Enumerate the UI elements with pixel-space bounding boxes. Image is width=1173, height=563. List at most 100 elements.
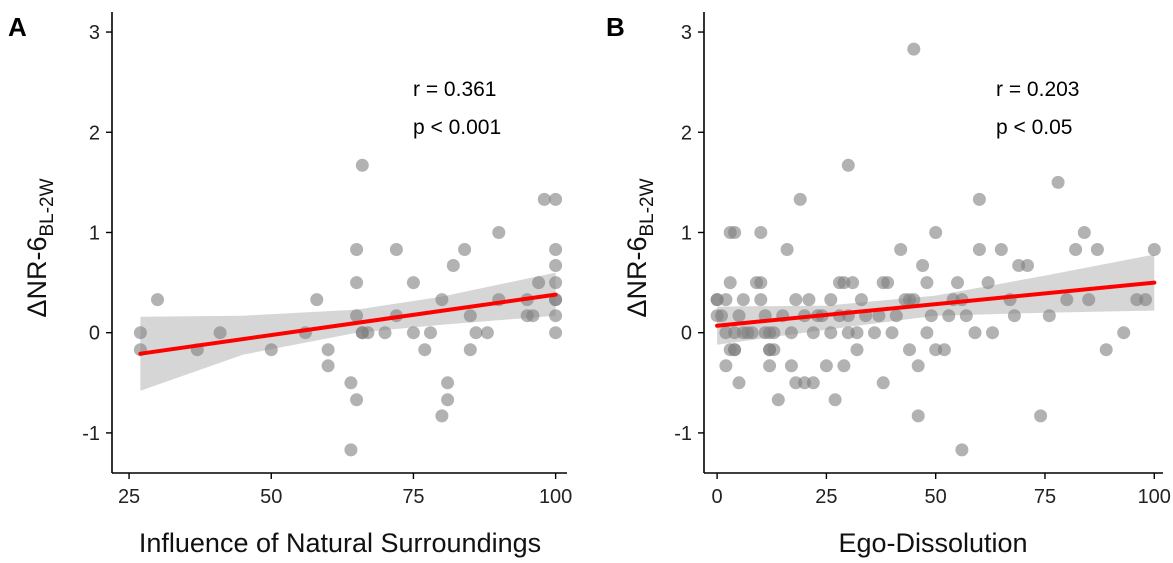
panel-b-point-49 xyxy=(824,293,838,307)
panel-a-point-26 xyxy=(424,326,437,340)
panel-b-point-93 xyxy=(972,243,986,256)
panel-b-point-100 xyxy=(1021,259,1034,272)
panel-a-point-34 xyxy=(463,309,477,323)
panel-a-point-13 xyxy=(350,243,364,256)
panel-b-point-75 xyxy=(907,42,921,56)
panel-b-point-58 xyxy=(846,276,860,290)
panel-a-point-10 xyxy=(344,376,358,390)
panel-b-confidence-band-group xyxy=(717,254,1155,345)
panel-b-point-113 xyxy=(1147,243,1161,256)
panel-b-point-108 xyxy=(1090,243,1104,256)
panel-a-fit-group xyxy=(138,292,558,356)
panel-b-point-77 xyxy=(911,409,925,423)
panel-a-point-2 xyxy=(151,293,164,307)
panel-b-x-tick-label-0: 0 xyxy=(712,486,723,508)
panel-b-point-96 xyxy=(994,243,1008,256)
panel-b-point-57 xyxy=(841,158,855,172)
panel-b-fit-group xyxy=(715,280,1157,328)
panel-b-point-112 xyxy=(1139,293,1152,307)
panel-a-point-31 xyxy=(446,259,460,272)
panel-a-x-axis-title: Influence of Natural Surroundings xyxy=(139,528,541,558)
panel-b-point-94 xyxy=(981,276,995,290)
panel-a-y-tick-label-3: 2 xyxy=(89,122,100,144)
panel-a-x-tick-label-2: 75 xyxy=(402,486,424,508)
panel-a-y-tick-label-0: -1 xyxy=(82,423,100,445)
panel-a-point-22 xyxy=(389,243,403,256)
panel-a-point-9 xyxy=(321,359,335,373)
panel-b-point-44 xyxy=(806,326,820,340)
panel-b-point-5 xyxy=(719,359,733,373)
panel-b-point-61 xyxy=(854,293,868,307)
panel-b-point-72 xyxy=(903,343,916,357)
panel-b-point-50 xyxy=(828,393,842,407)
panel-b-point-23 xyxy=(754,293,768,307)
panel-b-fit-line xyxy=(715,280,1157,328)
panel-a-point-30 xyxy=(441,393,455,407)
panel-b-point-3 xyxy=(715,309,728,323)
panel-b-point-95 xyxy=(986,326,999,340)
panel-b-point-48 xyxy=(824,326,838,340)
panel-a-y-axis-title-main: ΔNR-6 xyxy=(22,237,52,318)
panel-b-point-80 xyxy=(920,276,934,290)
panel-b-x-tick-label-2: 50 xyxy=(925,486,947,508)
panel-b-y-tick-label-2: 1 xyxy=(681,222,692,244)
panel-b-point-38 xyxy=(789,293,803,307)
panel-a-point-44 xyxy=(549,192,563,206)
panel-b-point-67 xyxy=(881,276,895,290)
panel-b-point-82 xyxy=(929,226,943,239)
panel-b-point-74 xyxy=(907,293,921,307)
panel-b-point-90 xyxy=(959,309,973,323)
panel-b-y-tick-label-4: 3 xyxy=(681,22,692,44)
panel-a-y-tick-label-2: 1 xyxy=(89,222,100,244)
panel-a-y-axis-title: ΔNR-6BL-2W xyxy=(22,178,58,317)
panel-a-point-12 xyxy=(350,276,364,290)
panel-b-point-64 xyxy=(872,309,886,323)
panel-b-r-value: r = 0.203 xyxy=(996,78,1079,101)
panel-b-point-21 xyxy=(754,276,768,290)
panel-a-p-value: p < 0.001 xyxy=(413,116,501,139)
panel-b-point-92 xyxy=(972,192,986,206)
panel-b-point-63 xyxy=(868,326,881,340)
panel-b-point-54 xyxy=(837,359,851,373)
panel-a-letter: A xyxy=(8,12,27,42)
panel-b-y-tick-label-3: 2 xyxy=(681,122,692,144)
panel-a-point-11 xyxy=(344,443,358,457)
panel-b-y-tick-label-0: -1 xyxy=(674,423,692,445)
panel-a-point-14 xyxy=(350,309,364,323)
panel-a-point-35 xyxy=(469,326,483,340)
panel-b-point-59 xyxy=(850,326,864,340)
panel-b-point-104 xyxy=(1060,293,1074,307)
panel-a-point-45 xyxy=(549,243,563,256)
panel-b-y-tick-label-1: 0 xyxy=(681,323,692,345)
panel-a-axes: -1 0 1 2 3 25 50 75 100 xyxy=(82,12,572,508)
panel-a-point-32 xyxy=(458,243,472,256)
panel-a-point-46 xyxy=(549,259,563,272)
panel-b-point-19 xyxy=(745,326,759,340)
panel-b-point-88 xyxy=(955,443,969,457)
panel-a-point-23 xyxy=(406,326,420,340)
panel-b-point-36 xyxy=(784,326,798,340)
panel-b-y-axis-title: ΔNR-6BL-2W xyxy=(622,178,658,317)
panel-b-point-11 xyxy=(728,343,742,357)
panel-b-point-9 xyxy=(723,276,737,290)
panel-b-point-66 xyxy=(876,376,890,390)
panel-b-point-13 xyxy=(728,226,742,239)
panel-a: A -1 0 1 2 3 25 50 75 100 r = 0.361 p < 0.001 In… xyxy=(8,12,572,558)
panel-a-x-tick-label-0: 25 xyxy=(118,486,140,508)
panel-a-y-tick-label-1: 0 xyxy=(89,323,100,345)
panel-b-point-79 xyxy=(920,326,934,340)
panel-a-point-43 xyxy=(537,192,551,206)
panel-a-point-15 xyxy=(350,393,364,407)
panel-b-point-30 xyxy=(767,343,781,357)
panel-b-point-78 xyxy=(916,259,930,272)
panel-b-point-70 xyxy=(894,243,908,256)
panel-a-point-7 xyxy=(310,293,324,307)
panel-b-point-39 xyxy=(793,192,807,206)
panel-a-point-20 xyxy=(378,326,392,340)
panel-b-point-84 xyxy=(937,343,951,357)
panel-b-point-60 xyxy=(850,343,864,357)
panel-a-x-tick-label-3: 100 xyxy=(539,486,572,508)
panel-b-p-value: p < 0.05 xyxy=(996,116,1072,139)
panel-b-point-98 xyxy=(1007,309,1021,323)
